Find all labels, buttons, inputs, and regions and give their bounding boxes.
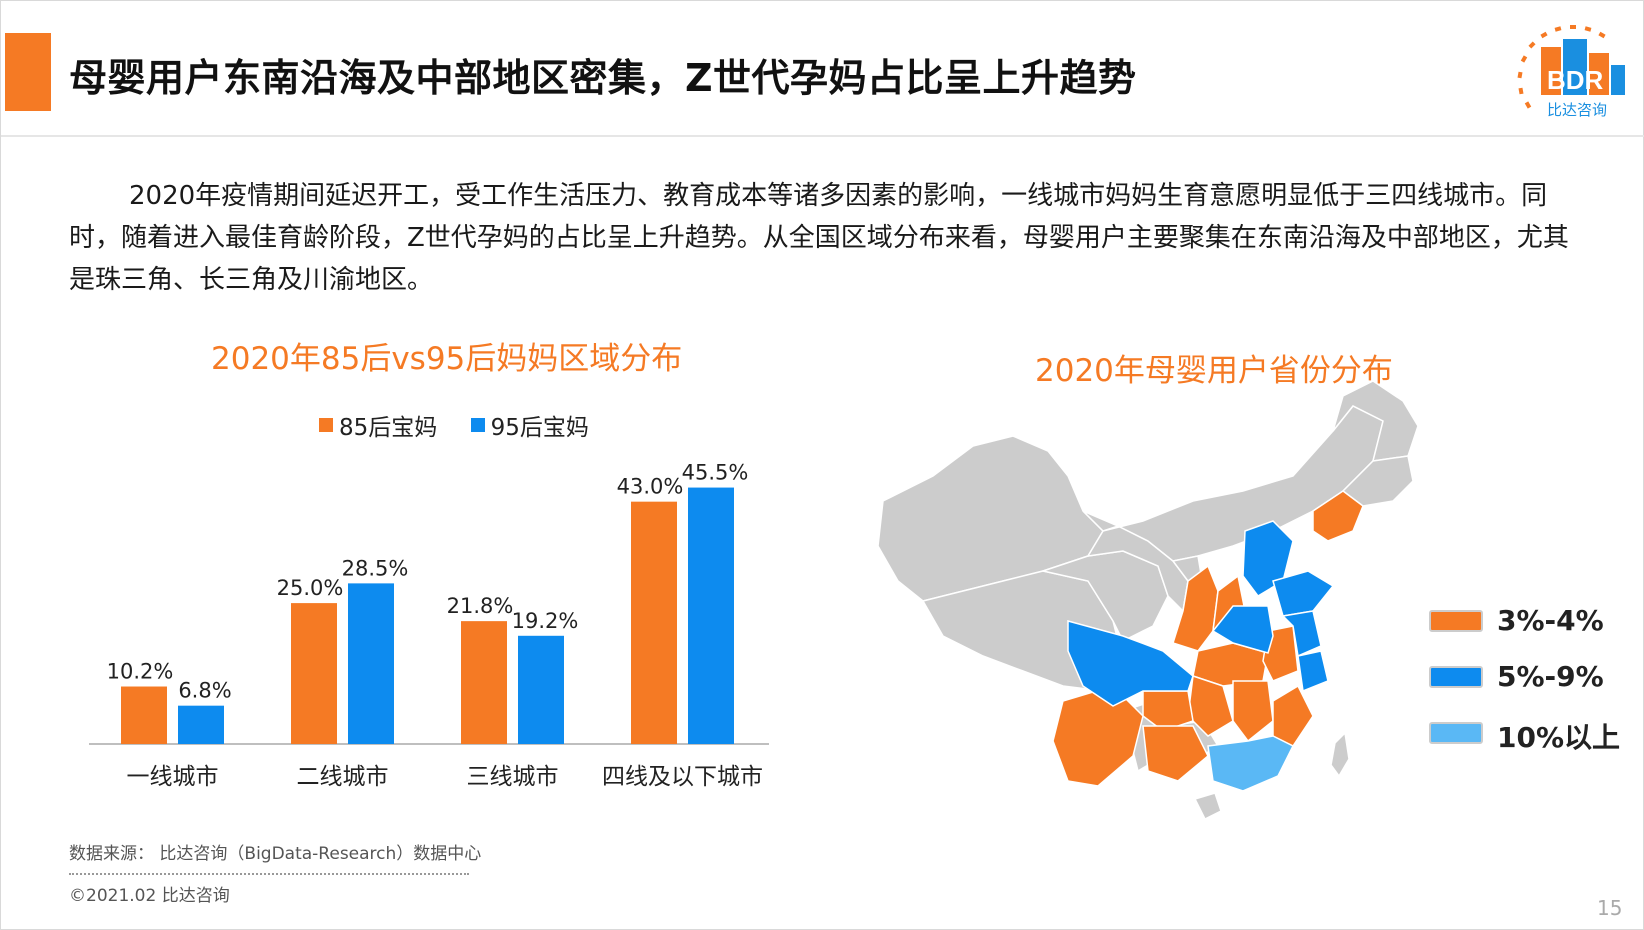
province-zhejiang [1297, 650, 1329, 693]
map-legend-item-2: 5%-9% [1429, 660, 1629, 718]
bar-85-1 [291, 603, 337, 744]
data-label-95-1: 28.5% [342, 556, 409, 580]
copyright: ©2021.02 比达咨询 [69, 886, 230, 906]
map-legend-label-2: 5%-9% [1497, 660, 1604, 693]
bar-chart-title: 2020年85后vs95后妈妈区域分布 [211, 341, 683, 377]
province-jiangxi [1232, 680, 1274, 743]
category-label-2: 三线城市 [467, 764, 559, 790]
logo-text: BDR [1547, 65, 1604, 95]
province-hainan [1193, 792, 1222, 821]
page-number: 15 [1597, 896, 1623, 920]
legend-label-85: 85后宝妈 [339, 415, 438, 441]
intro-paragraph: 2020年疫情期间延迟开工，受工作生活压力、教育成本等诸多因素的影响，一线城市妈… [69, 175, 1579, 301]
intro-text: 2020年疫情期间延迟开工，受工作生活压力、教育成本等诸多因素的影响，一线城市妈… [69, 181, 1569, 295]
province-jiangsu [1281, 610, 1322, 658]
bar-chart: 10.2%6.8% 一线城市 25.0%28.5% 二线城市 21.8%19.2% 三线城… [89, 461, 769, 790]
province-guangdong [1207, 735, 1295, 792]
title-bar: 母婴用户东南沿海及中部地区密集，Z世代孕妈占比呈上升趋势 BDR 比达咨询 [1, 1, 1644, 137]
category-label-0: 一线城市 [127, 764, 219, 790]
bar-95-2 [518, 635, 564, 744]
bdr-logo-icon: BDR [1517, 25, 1625, 109]
footer-divider [69, 873, 469, 875]
province-shandong [1272, 570, 1335, 617]
province-heilongjiang [1332, 381, 1419, 462]
province-inner-mongolia [1102, 405, 1384, 562]
bar-95-1 [348, 583, 394, 744]
province-sichuan-chongqing [1067, 620, 1194, 707]
map-class-3-4 [1052, 490, 1364, 787]
data-label-85-2: 21.8% [447, 594, 514, 618]
legend-item-85: 85后宝妈 [319, 408, 437, 442]
map-class-10-plus [1207, 735, 1295, 792]
bar-85-2 [461, 621, 507, 744]
map-legend: 3%-4% 5%-9% 10%以上 [1429, 604, 1629, 774]
map-chart-title: 2020年母婴用户省份分布 [1035, 353, 1393, 389]
data-label-95-0: 6.8% [178, 679, 231, 703]
province-yunnan [1052, 685, 1144, 787]
data-label-85-0: 10.2% [107, 660, 174, 684]
map-legend-swatch-3 [1429, 722, 1483, 744]
province-taiwan [1330, 731, 1350, 778]
province-liaoning [1312, 490, 1364, 542]
bar-95-3 [688, 487, 734, 744]
legend-swatch-85 [319, 418, 333, 432]
province-fujian [1272, 684, 1314, 747]
bar-95-0 [178, 705, 224, 744]
data-label-95-2: 19.2% [512, 609, 579, 633]
data-label-95-3: 45.5% [682, 461, 749, 485]
map-legend-item-1: 3%-4% [1429, 604, 1629, 662]
map-legend-item-3: 10%以上 [1429, 718, 1629, 774]
province-shaanxi [1172, 564, 1219, 652]
bar-85-3 [631, 501, 677, 744]
map-legend-label-3: 10%以上 [1497, 721, 1621, 754]
category-label-1: 二线城市 [297, 764, 389, 790]
category-label-3: 四线及以下城市 [602, 764, 763, 790]
legend-label-95: 95后宝妈 [490, 415, 589, 441]
legend-swatch-95 [470, 418, 485, 432]
bar-85-0 [121, 686, 167, 744]
data-label-85-1: 25.0% [277, 576, 344, 600]
page-title: 母婴用户东南沿海及中部地区密集，Z世代孕妈占比呈上升趋势 [69, 56, 1137, 100]
legend-item-95: 95后宝妈 [470, 408, 589, 442]
province-guangxi [1142, 725, 1209, 782]
map-legend-swatch-1 [1429, 610, 1483, 632]
logo-subtext: 比达咨询 [1547, 101, 1608, 119]
map-class-5-9 [1067, 520, 1335, 707]
bar-chart-legend: 85后宝妈 95后宝妈 [319, 408, 615, 442]
map-legend-label-1: 3%-4% [1497, 604, 1604, 637]
data-label-85-3: 43.0% [617, 475, 684, 499]
china-province-map [877, 381, 1419, 821]
map-legend-swatch-2 [1429, 666, 1483, 688]
province-henan [1211, 605, 1274, 654]
title-accent-bar [5, 33, 51, 111]
data-source: 数据来源： 比达咨询（BigData-Research）数据中心 [69, 844, 482, 864]
